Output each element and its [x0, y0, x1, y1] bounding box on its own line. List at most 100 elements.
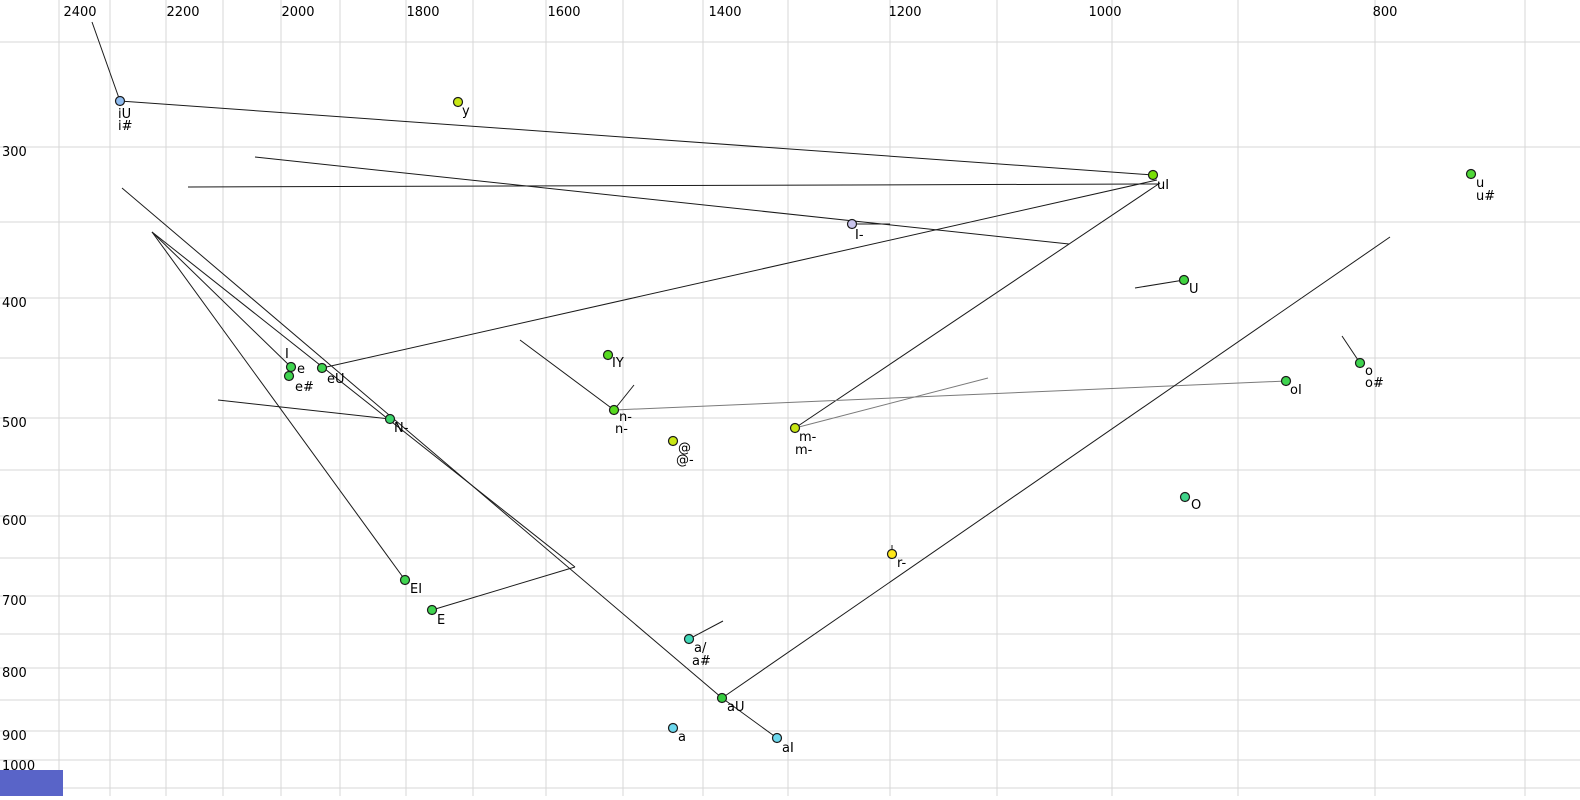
- connector-line: [1341, 335, 1361, 364]
- data-point[interactable]: [1280, 375, 1292, 387]
- point-label: i#: [118, 119, 133, 134]
- point-label: O: [1191, 498, 1201, 513]
- point-label: a/: [694, 641, 707, 656]
- y-axis-tick-label: 800: [2, 666, 27, 681]
- connector-line: [151, 231, 406, 581]
- data-point[interactable]: [608, 404, 620, 416]
- y-axis-tick-label: 900: [2, 729, 27, 744]
- point-label: o#: [1365, 376, 1384, 391]
- y-axis-tick-label: 400: [2, 296, 27, 311]
- point-label: IY: [612, 356, 624, 371]
- point-label: I: [285, 347, 289, 362]
- x-axis-tick-label: 2000: [281, 5, 314, 20]
- connector-line: [519, 339, 615, 411]
- point-label: o: [1365, 364, 1373, 379]
- data-point[interactable]: [1178, 274, 1190, 286]
- point-label: iU: [118, 107, 131, 122]
- point-label: aI: [782, 741, 794, 756]
- point-label: EI: [410, 582, 422, 597]
- data-point[interactable]: [426, 604, 438, 616]
- point-label: m-: [799, 430, 817, 445]
- point-label: e#: [295, 380, 314, 395]
- point-label: @-: [676, 453, 694, 468]
- y-axis-tick-label: 700: [2, 594, 27, 609]
- point-label: aU: [727, 700, 744, 715]
- point-label: uI: [1157, 178, 1169, 193]
- data-point[interactable]: [384, 413, 396, 425]
- point-label: u#: [1476, 189, 1495, 204]
- connector-line: [721, 236, 1391, 699]
- x-axis-tick-label: 1400: [708, 5, 741, 20]
- point-label: I-: [855, 228, 864, 243]
- y-axis-tick-label: 500: [2, 416, 27, 431]
- connector-line: [431, 566, 576, 611]
- data-points-layer: iUi# y uI uu# I- U Ie e# eU IY n-n- N- @@- m-m-oI oo# O…: [114, 95, 1495, 756]
- point-label: r-: [897, 556, 907, 571]
- bottom-left-blue-bar: [0, 770, 63, 796]
- data-point[interactable]: [285, 361, 297, 373]
- point-label: N-: [394, 421, 409, 436]
- point-label: a: [678, 730, 686, 745]
- connector-line: [254, 156, 1070, 245]
- point-label: U: [1189, 282, 1199, 297]
- x-axis-tick-label: 1600: [547, 5, 580, 20]
- connector-line: [217, 399, 391, 420]
- data-point[interactable]: [716, 692, 728, 704]
- data-point[interactable]: [602, 349, 614, 361]
- connector-line: [721, 697, 778, 739]
- y-axis-tick-label: 300: [2, 145, 27, 160]
- x-axis-tick-label: 2200: [166, 5, 199, 20]
- connector-line: [1134, 279, 1185, 289]
- data-point[interactable]: [683, 633, 695, 645]
- data-point[interactable]: [452, 96, 464, 108]
- misc-layer: [0, 770, 63, 796]
- connector-line: [321, 179, 1158, 369]
- connector-line: [794, 377, 989, 429]
- point-label: n-: [619, 410, 632, 425]
- data-point[interactable]: [283, 370, 295, 382]
- connector-line: [119, 100, 1154, 176]
- data-point[interactable]: [1147, 169, 1159, 181]
- point-label: e: [297, 362, 305, 377]
- data-point[interactable]: [771, 732, 783, 744]
- data-point[interactable]: [399, 574, 411, 586]
- x-axis-tick-label: 2400: [63, 5, 96, 20]
- data-point[interactable]: [316, 362, 328, 374]
- axis-labels-layer: 2400 2200 2000 1800 1600 1400 1200 1000 800 300 40…: [2, 5, 1397, 774]
- data-point[interactable]: [667, 722, 679, 734]
- connector-line: [688, 620, 724, 640]
- point-label: eU: [327, 372, 345, 387]
- connector-line: [613, 384, 635, 411]
- data-point[interactable]: [789, 422, 801, 434]
- point-label: m-: [795, 443, 813, 458]
- connector-line: [91, 21, 121, 102]
- connector-lines-layer: [91, 21, 1391, 739]
- point-label: a#: [692, 654, 711, 669]
- connector-line: [121, 187, 723, 699]
- point-label: oI: [1290, 383, 1302, 398]
- connector-line: [151, 231, 292, 368]
- connector-line: [187, 183, 1159, 188]
- data-point[interactable]: [886, 548, 898, 560]
- connector-line: [794, 182, 1161, 429]
- data-point[interactable]: [1354, 357, 1366, 369]
- point-label: y: [462, 104, 470, 119]
- data-point[interactable]: [667, 435, 679, 447]
- data-point[interactable]: [114, 95, 126, 107]
- x-axis-tick-label: 1800: [406, 5, 439, 20]
- x-axis-tick-label: 800: [1373, 5, 1398, 20]
- point-label: E: [437, 613, 445, 628]
- connector-line: [151, 231, 576, 568]
- y-axis-tick-label: 600: [2, 514, 27, 529]
- x-axis-tick-label: 1200: [888, 5, 921, 20]
- point-label: @: [678, 441, 691, 456]
- data-point[interactable]: [1465, 168, 1477, 180]
- x-axis-tick-label: 1000: [1088, 5, 1121, 20]
- data-point[interactable]: [1179, 491, 1191, 503]
- point-label: n-: [615, 422, 628, 437]
- connector-line: [613, 380, 1287, 411]
- data-point[interactable]: [846, 218, 858, 230]
